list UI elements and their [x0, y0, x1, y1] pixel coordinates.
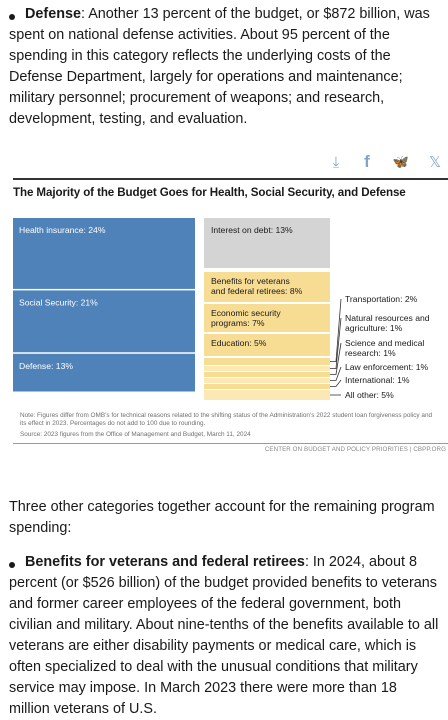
x-icon[interactable]: 𝕏 — [428, 154, 442, 171]
treemap-rect-defense — [13, 353, 195, 392]
treemap-label-benefits-for-veterans-and-federal-retirees: Benefits for veterans and federal retiree… — [211, 276, 303, 296]
facebook-icon[interactable]: f — [364, 152, 370, 171]
chart-note: Note: Figures differ from OMB’s for tech… — [20, 412, 433, 428]
treemap-label-science-and-medical-research: Science and medical research: 1% — [345, 338, 424, 358]
treemap-label-international: International: 1% — [345, 375, 410, 385]
veterans-text: : In 2024, about 8 percent (or $526 bill… — [9, 554, 439, 717]
treemap-label-interest-on-debt: Interest on debt: 13% — [211, 225, 293, 235]
veterans-paragraph: Benefits for veterans and federal retire… — [9, 552, 441, 720]
treemap-rect-transportation — [204, 358, 330, 365]
treemap-rect-natural-resources-and-agriculture — [204, 366, 330, 371]
chart-source: Source: 2023 figures from the Office of … — [20, 431, 251, 438]
treemap-label-economic-security-programs: Economic security programs: 7% — [211, 308, 281, 328]
treemap-rect-health-insurance — [13, 218, 195, 289]
leader-line-international — [330, 379, 342, 387]
treemap-rect-benefits-for-veterans-and-federal-retirees — [204, 272, 330, 302]
bullet-marker — [9, 14, 17, 22]
intro-paragraph: Three other categories together account … — [9, 499, 435, 536]
leader-line-science-and-medical-research — [330, 342, 342, 375]
treemap-label-law-enforcement: Law enforcement: 1% — [345, 362, 428, 372]
treemap-rect-education — [204, 334, 330, 356]
treemap-label-health-insurance: Health insurance: 24% — [19, 225, 106, 235]
defense-paragraph: Defense: Another 13 percent of the budge… — [9, 4, 441, 130]
treemap-label-social-security: Social Security: 21% — [19, 297, 98, 307]
treemap-rect-all-other — [204, 390, 330, 400]
treemap-rect-economic-security-programs — [204, 304, 330, 332]
chart-top-rule — [13, 178, 448, 180]
chart-credit: CENTER ON BUDGET AND POLICY PRIORITIES |… — [264, 446, 446, 453]
treemap-label-natural-resources-and-agriculture: Natural resources and agriculture: 1% — [345, 313, 430, 333]
leader-line-law-enforcement — [330, 366, 342, 381]
chart-bottom-rule — [13, 443, 448, 444]
treemap-label-defense: Defense: 13% — [19, 361, 73, 371]
treemap-rect-international — [204, 384, 330, 389]
veterans-term: Benefits for veterans and federal retire… — [25, 554, 305, 570]
treemap-label-all-other: All other: 5% — [345, 390, 394, 400]
treemap-label-transportation: Transportation: 2% — [345, 294, 418, 304]
treemap-rect-law-enforcement — [204, 378, 330, 383]
leader-line-natural-resources-and-agriculture — [330, 317, 342, 369]
leader-line-transportation — [330, 298, 342, 362]
bullet-marker — [9, 562, 17, 570]
treemap-rect-science-and-medical-research — [204, 372, 330, 377]
budget-treemap: Health insurance: 24% Social Security: 21… — [13, 218, 430, 400]
defense-term: Defense — [25, 6, 81, 22]
defense-text: : Another 13 percent of the budget, or $… — [9, 6, 430, 127]
treemap-rect-social-security — [13, 290, 195, 353]
download-icon[interactable]: ⤓ — [332, 153, 340, 171]
treemap-rect-interest-on-debt — [204, 218, 330, 268]
treemap-label-education: Education: 5% — [211, 338, 267, 348]
bluesky-icon[interactable]: 🦋 — [392, 154, 410, 169]
chart-title: The Majority of the Budget Goes for Heal… — [13, 186, 406, 199]
